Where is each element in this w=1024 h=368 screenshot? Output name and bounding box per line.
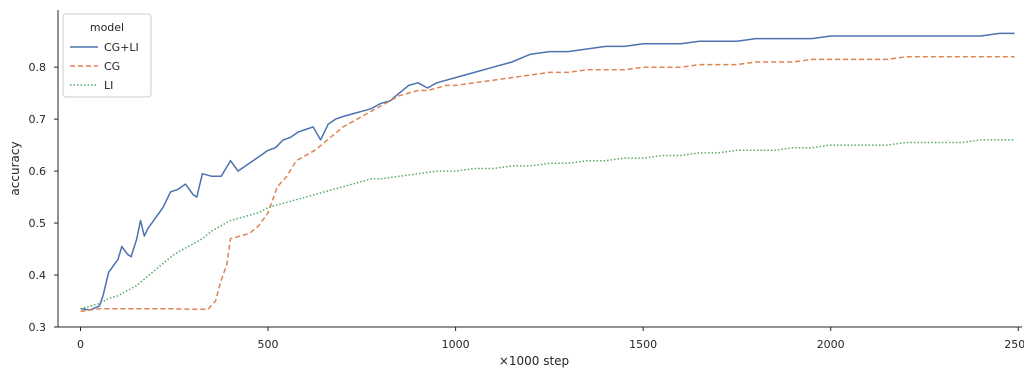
y-tick-label: 0.4 [29,269,47,282]
y-ticks: 0.3 0.4 0.5 0.6 0.7 0.8 [29,61,58,334]
legend-title: model [90,21,124,34]
legend-box [62,13,152,98]
y-tick-label: 0.8 [29,61,47,74]
y-tick-label: 0.5 [29,217,47,230]
y-tick-label: 0.6 [29,165,47,178]
legend-label: LI [104,79,113,92]
x-axis-label: ×1000 step [499,354,569,368]
y-axis-label: accuracy [8,141,22,195]
series-line-cg-li [80,32,1015,311]
y-tick-label: 0.3 [29,321,47,334]
series-line-li [80,139,1015,310]
legend: model CG+LI CG LI [62,13,152,98]
x-tick-label: 2000 [817,338,845,351]
series-line-cg [80,56,1015,313]
legend-label: CG [104,60,120,73]
legend-items: CG+LI CG LI [70,41,139,92]
x-tick-label: 0 [77,338,84,351]
plot-area [80,32,1015,313]
legend-label: CG+LI [104,41,139,54]
x-tick-label: 1000 [442,338,470,351]
x-tick-label: 1500 [629,338,657,351]
x-tick-label: 500 [258,338,279,351]
y-tick-label: 0.7 [29,113,47,126]
